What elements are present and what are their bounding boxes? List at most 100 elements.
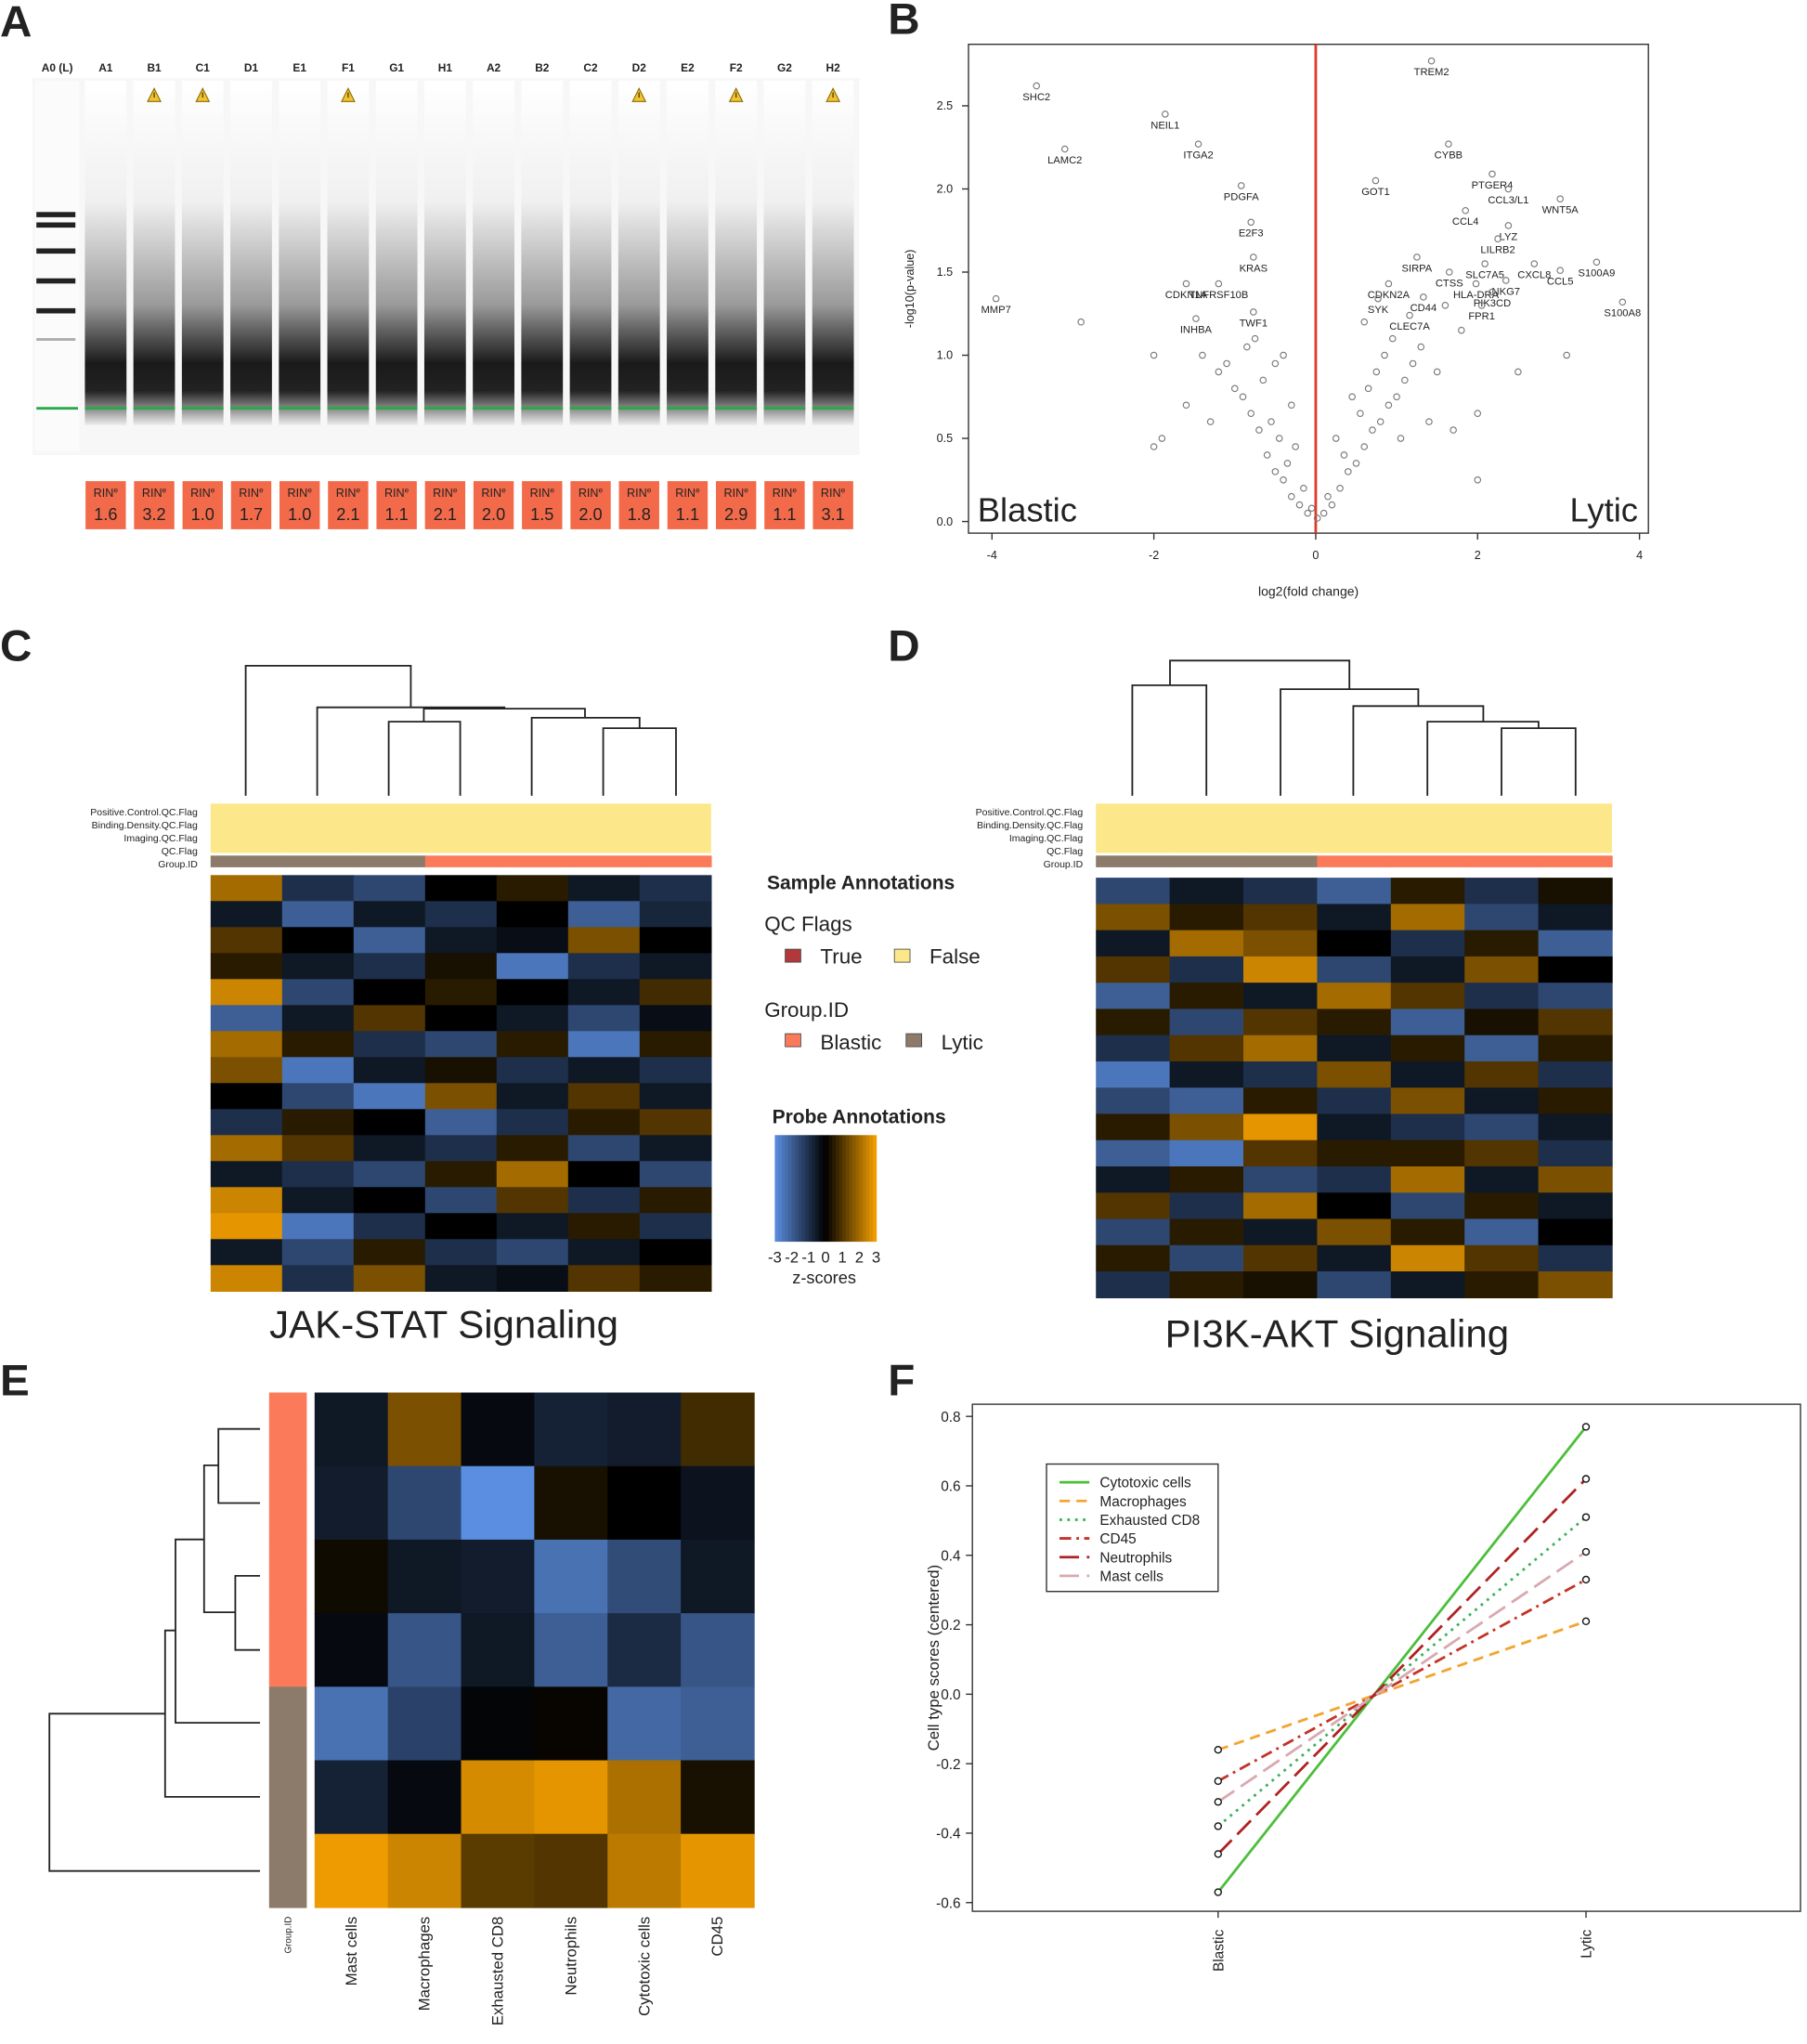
heatmap-cell — [210, 1109, 283, 1136]
heatmap-cell — [1169, 1035, 1244, 1062]
series-point — [1581, 1513, 1591, 1521]
heatmap-cell — [1464, 1139, 1540, 1167]
data-point — [1223, 359, 1230, 368]
legend-label: Cytotoxic cells — [1099, 1476, 1191, 1491]
heatmap-cell — [387, 1465, 462, 1541]
heatmap-cell — [353, 927, 426, 954]
heatmap-cell — [567, 1109, 641, 1136]
rin-box — [570, 481, 611, 529]
column-label: CD45 — [708, 1917, 726, 1957]
y-tick-label: -0.2 — [936, 1757, 961, 1773]
rin-box — [473, 481, 514, 529]
data-point — [1433, 368, 1441, 376]
y-tick-label: 0.2 — [941, 1618, 960, 1634]
heatmap-cell — [1243, 1192, 1319, 1220]
data-point — [1288, 492, 1295, 501]
data-point — [1360, 318, 1369, 326]
heatmap-cell — [496, 979, 569, 1006]
data-point — [1162, 111, 1169, 118]
legend-label: Macrophages — [1099, 1494, 1187, 1510]
annotation-label: Imaging.QC.Flag — [1009, 833, 1084, 844]
point-label: SIRPA — [1402, 263, 1433, 274]
group-bar — [1464, 855, 1540, 867]
colorbar-tick-label: -1 — [801, 1249, 815, 1267]
point-label: NKG7 — [1492, 286, 1520, 297]
plot-frame — [968, 43, 1649, 534]
heatmap-cell — [1096, 930, 1171, 957]
data-point — [1250, 254, 1257, 261]
heatmap-cell — [353, 1161, 426, 1188]
heatmap-cell — [1243, 1218, 1319, 1246]
data-point — [1472, 280, 1480, 288]
heatmap-cell — [210, 1031, 283, 1058]
data-point — [1340, 451, 1348, 459]
heatmap-cell — [1317, 1139, 1392, 1167]
rin-label-sup: e — [259, 486, 264, 495]
heatmap-cell — [1169, 1165, 1244, 1193]
annotation-label: Positive.Control.QC.Flag — [90, 807, 198, 818]
heatmap-cell — [1538, 1192, 1613, 1220]
heatmap-cell — [281, 979, 355, 1006]
colorbar-segment — [835, 1135, 840, 1243]
data-point — [1481, 260, 1488, 267]
heatmap-cell — [681, 1392, 755, 1467]
column-label: Macrophages — [416, 1917, 434, 2011]
data-point — [1255, 426, 1263, 434]
heatmap-cell — [353, 1005, 426, 1032]
heatmap-cell — [1538, 1087, 1613, 1115]
heatmap-cell — [681, 1833, 755, 1908]
heatmap-cell — [567, 953, 641, 980]
data-point — [1243, 343, 1251, 351]
rin-box — [667, 481, 708, 529]
heatmap-cell — [353, 1265, 426, 1292]
rin-label: RINe — [675, 486, 700, 500]
colorbar-segment — [852, 1135, 857, 1243]
colorbar-segment — [869, 1135, 874, 1243]
point-label: SLC7A5 — [1465, 269, 1504, 280]
heatmap-cell — [1096, 1035, 1171, 1062]
panel-letter: B — [888, 0, 919, 44]
heatmap-cell — [1464, 1035, 1540, 1062]
data-point — [1247, 410, 1254, 417]
heatmap-cell — [496, 1187, 569, 1214]
colorbar-segment — [808, 1135, 812, 1243]
rin-label-sup: e — [405, 486, 410, 495]
data-point — [1393, 393, 1400, 401]
heatmap-cell — [1464, 1218, 1540, 1246]
heatmap-cell — [607, 1613, 682, 1687]
data-point — [1352, 460, 1360, 467]
lane-smear — [230, 80, 272, 425]
heatmap-cell — [281, 1135, 355, 1162]
rin-box — [134, 481, 175, 529]
lane-smear — [715, 80, 758, 425]
heatmap-cell — [639, 1187, 712, 1214]
data-point — [1488, 170, 1496, 178]
data-point — [1450, 426, 1457, 434]
rin-box — [85, 481, 126, 529]
heatmap-cell — [1096, 1061, 1171, 1088]
heatmap-cell — [496, 1213, 569, 1240]
heatmap-cell — [607, 1833, 682, 1908]
heatmap-cell — [424, 1057, 498, 1084]
rin-label: RINe — [627, 486, 652, 500]
rin-label-sup: e — [162, 486, 167, 495]
lane-label: D2 — [632, 61, 647, 74]
colorbar-segment — [801, 1135, 806, 1243]
heatmap-cell — [1390, 1035, 1465, 1062]
lane-smear — [181, 80, 224, 425]
heatmap-cell — [281, 901, 355, 928]
colorbar-segment — [781, 1135, 786, 1243]
heatmap-cell — [210, 1213, 283, 1240]
heatmap-cell — [496, 1239, 569, 1266]
heatmap-cell — [281, 1265, 355, 1292]
heatmap-cell — [424, 1135, 498, 1162]
rin-label: RINe — [288, 486, 313, 500]
heatmap-cell — [1169, 1271, 1244, 1298]
heatmap-cell — [639, 1031, 712, 1058]
legend-label: Neutrophils — [1099, 1550, 1172, 1566]
heatmap-cell — [210, 953, 283, 980]
heatmap-cell — [681, 1465, 755, 1541]
heatmap-cell — [1096, 1244, 1171, 1272]
heatmap-cell — [1464, 1165, 1540, 1193]
heatmap-cell — [1390, 904, 1465, 931]
